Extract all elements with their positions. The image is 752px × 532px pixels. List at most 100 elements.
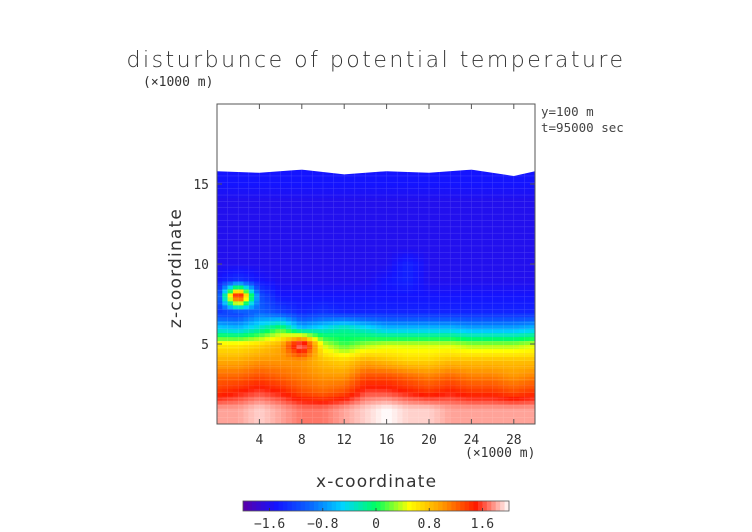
field-cell xyxy=(227,396,234,401)
field-cell xyxy=(376,233,382,238)
field-cell xyxy=(397,420,404,424)
field-cell xyxy=(434,400,441,405)
field-cell xyxy=(344,284,351,290)
field-cell xyxy=(301,340,308,346)
field-cell xyxy=(317,408,324,413)
field-cell xyxy=(248,360,255,365)
field-cell xyxy=(519,384,525,389)
field-cell xyxy=(519,404,525,409)
field-cell xyxy=(307,416,313,421)
field-cell xyxy=(519,336,525,342)
field-cell xyxy=(487,268,494,274)
field-cell xyxy=(248,324,255,330)
field-cell xyxy=(248,420,255,424)
field-cell xyxy=(450,380,457,385)
field-cell xyxy=(238,233,245,238)
field-cell xyxy=(354,336,361,342)
field-cell xyxy=(407,308,414,314)
field-cell xyxy=(487,340,494,346)
field-cell xyxy=(280,249,287,254)
field-cell xyxy=(354,376,361,381)
colorbar-swatch xyxy=(415,501,421,511)
field-cell xyxy=(328,408,335,413)
field-cell xyxy=(381,420,388,424)
field-cell xyxy=(508,352,515,358)
field-cell xyxy=(312,276,319,282)
field-cell xyxy=(370,420,377,424)
field-cell xyxy=(381,304,388,310)
field-cell xyxy=(328,344,335,350)
field-cell xyxy=(296,328,303,334)
field-cell xyxy=(476,304,483,310)
field-cell xyxy=(413,420,419,424)
field-cell xyxy=(323,280,329,286)
field-cell xyxy=(270,300,276,306)
field-cell xyxy=(386,392,393,397)
field-cell xyxy=(407,221,414,226)
field-cell xyxy=(376,276,382,282)
field-cell xyxy=(519,276,525,282)
field-cell xyxy=(503,304,510,310)
field-cell xyxy=(429,312,435,318)
field-cell xyxy=(423,284,430,290)
field-cell xyxy=(243,280,250,286)
field-cell xyxy=(291,328,298,334)
field-cell xyxy=(349,265,356,270)
field-cell xyxy=(333,384,340,389)
field-cell xyxy=(386,312,393,318)
field-cell xyxy=(365,205,372,210)
field-cell xyxy=(471,316,478,322)
field-cell xyxy=(413,185,419,191)
field-cell xyxy=(482,280,488,286)
field-cell xyxy=(450,201,457,206)
field-cell xyxy=(338,352,345,358)
field-cell xyxy=(460,328,467,334)
field-cell xyxy=(275,388,282,393)
field-cell xyxy=(296,221,303,226)
field-cell xyxy=(354,249,361,254)
field-cell xyxy=(386,280,393,286)
field-cell xyxy=(391,185,398,191)
field-cell xyxy=(487,292,494,298)
field-cell xyxy=(391,193,398,199)
field-cell xyxy=(360,185,366,191)
field-cell xyxy=(503,308,510,314)
field-cell xyxy=(466,328,472,334)
field-cell xyxy=(413,404,419,409)
field-cell xyxy=(344,177,351,183)
colorbar-swatch xyxy=(282,501,288,511)
field-cell xyxy=(323,217,329,222)
field-cell xyxy=(307,308,313,314)
field-cell xyxy=(471,304,478,310)
field-cell xyxy=(238,344,245,350)
field-cell xyxy=(482,328,488,334)
field-cell xyxy=(307,380,313,385)
field-cell xyxy=(466,380,472,385)
field-cell xyxy=(222,340,229,346)
field-cell xyxy=(333,412,340,417)
field-cell xyxy=(227,265,234,270)
field-cell xyxy=(338,253,345,258)
field-cell xyxy=(227,237,234,242)
field-cell xyxy=(381,336,388,342)
field-cell xyxy=(492,340,499,346)
field-cell xyxy=(386,225,393,230)
field-cell xyxy=(418,280,425,286)
field-cell xyxy=(444,284,451,290)
field-cell xyxy=(503,388,510,393)
field-cell xyxy=(296,225,303,230)
colorbar-swatch xyxy=(247,501,253,511)
field-cell xyxy=(487,336,494,342)
field-cell xyxy=(391,209,398,214)
field-cell xyxy=(402,241,409,246)
field-cell xyxy=(232,412,239,417)
field-cell xyxy=(497,261,504,266)
field-cell xyxy=(482,412,488,417)
field-cell xyxy=(471,344,478,350)
field-cell xyxy=(487,225,494,230)
field-cell xyxy=(349,181,356,187)
field-cell xyxy=(354,193,361,199)
field-cell xyxy=(439,408,446,413)
field-cell xyxy=(497,352,504,358)
